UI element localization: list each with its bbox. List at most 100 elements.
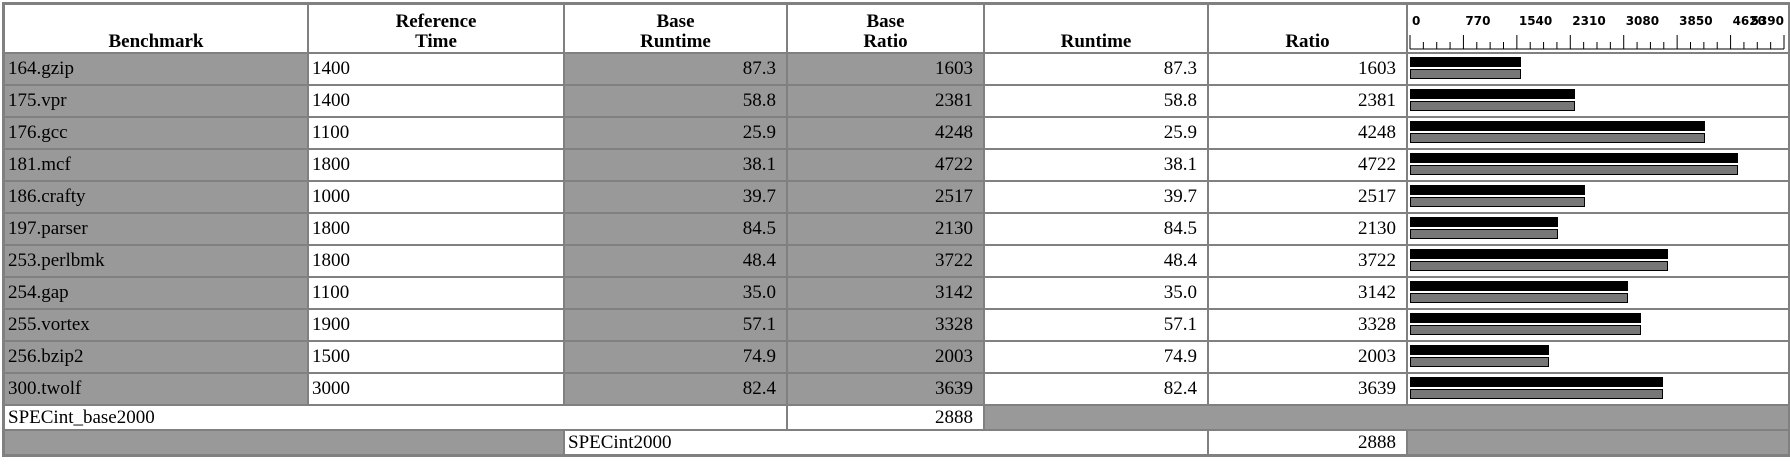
base-runtime: 57.1 [564,309,787,341]
ratio-bar-cell [1407,53,1789,85]
base-ratio-bar [1410,389,1663,399]
peak-ratio-bar [1410,217,1558,227]
header-base-ratio: Base Ratio [787,4,984,53]
peak-ratio-bar [1410,249,1668,259]
header-runtime: Runtime [984,4,1208,53]
summary-peak-value: 2888 [1208,430,1407,455]
header-benchmark: Benchmark [4,4,308,53]
header-row: Benchmark Reference Time Base Runtime Base… [4,4,1789,53]
scale-tick-label: 3850 [1679,14,1712,28]
ratio: 4248 [1208,117,1407,149]
ratio-bar-cell [1407,117,1789,149]
base-runtime: 38.1 [564,149,787,181]
ratio-bar-cell [1407,149,1789,181]
table-row: 164.gzip 1400 87.3 1603 87.3 1603 [4,53,1789,85]
base-ratio-bar [1410,293,1628,303]
ratio: 2517 [1208,181,1407,213]
base-ratio: 4722 [787,149,984,181]
table-row: 256.bzip2 1500 74.9 2003 74.9 2003 [4,341,1789,373]
runtime: 84.5 [984,213,1208,245]
ratio-bar-cell [1407,309,1789,341]
benchmark-name: 186.crafty [4,181,308,213]
base-runtime: 25.9 [564,117,787,149]
table-row: 181.mcf 1800 38.1 4722 38.1 4722 [4,149,1789,181]
reference-time: 1800 [308,213,564,245]
benchmark-name: 255.vortex [4,309,308,341]
base-ratio-bar [1410,69,1521,79]
scale-tick-label: 1540 [1519,14,1552,28]
ratio-scale-axis: 0 770 1540 2310 3080 3850 4620 5390 [1407,4,1789,53]
runtime: 87.3 [984,53,1208,85]
ratio: 2003 [1208,341,1407,373]
runtime: 74.9 [984,341,1208,373]
peak-ratio-bar [1410,281,1628,291]
base-ratio: 3722 [787,245,984,277]
ratio: 3722 [1208,245,1407,277]
summary-base-value: 2888 [787,405,984,430]
benchmark-name: 164.gzip [4,53,308,85]
table-row: 300.twolf 3000 82.4 3639 82.4 3639 [4,373,1789,405]
base-runtime: 48.4 [564,245,787,277]
peak-ratio-bar [1410,345,1549,355]
base-ratio: 3639 [787,373,984,405]
reference-time: 1400 [308,85,564,117]
scale-tick-label: 2310 [1572,14,1605,28]
benchmark-name: 254.gap [4,277,308,309]
benchmark-name: 181.mcf [4,149,308,181]
ratio: 3142 [1208,277,1407,309]
base-ratio: 2381 [787,85,984,117]
base-ratio-bar [1410,101,1575,111]
benchmark-name: 176.gcc [4,117,308,149]
summary-peak-gray-fill [4,430,564,455]
runtime: 39.7 [984,181,1208,213]
reference-time: 1800 [308,149,564,181]
base-ratio: 4248 [787,117,984,149]
ratio: 3639 [1208,373,1407,405]
runtime: 35.0 [984,277,1208,309]
reference-time: 1100 [308,117,564,149]
ratio-bar-cell [1407,85,1789,117]
table-row: 176.gcc 1100 25.9 4248 25.9 4248 [4,117,1789,149]
benchmark-name: 300.twolf [4,373,308,405]
scale-tick-label: 4620 [1733,14,1766,28]
table-row: 254.gap 1100 35.0 3142 35.0 3142 [4,277,1789,309]
base-ratio-bar [1410,165,1738,175]
reference-time: 1800 [308,245,564,277]
base-ratio: 2517 [787,181,984,213]
peak-ratio-bar [1410,377,1663,387]
base-ratio: 1603 [787,53,984,85]
summary-base-row: SPECint_base2000 2888 [4,405,1789,430]
reference-time: 1500 [308,341,564,373]
table-row: 197.parser 1800 84.5 2130 84.5 2130 [4,213,1789,245]
peak-ratio-bar [1410,153,1738,163]
ratio: 2381 [1208,85,1407,117]
table-row: 255.vortex 1900 57.1 3328 57.1 3328 [4,309,1789,341]
benchmark-name: 253.perlbmk [4,245,308,277]
runtime: 58.8 [984,85,1208,117]
summary-base-gray-fill [984,405,1789,430]
scale-tick-label: 5390 [1751,14,1784,28]
header-ratio: Ratio [1208,4,1407,53]
summary-peak-row: SPECint2000 2888 [4,430,1789,455]
table-row: 175.vpr 1400 58.8 2381 58.8 2381 [4,85,1789,117]
peak-ratio-bar [1410,313,1641,323]
benchmark-name: 197.parser [4,213,308,245]
benchmark-name: 256.bzip2 [4,341,308,373]
ratio: 1603 [1208,53,1407,85]
ratio-bar-cell [1407,373,1789,405]
ratio-bar-cell [1407,245,1789,277]
summary-base-label: SPECint_base2000 [4,405,787,430]
runtime: 48.4 [984,245,1208,277]
base-runtime: 87.3 [564,53,787,85]
ratio-bar-cell [1407,277,1789,309]
ratio: 2130 [1208,213,1407,245]
peak-ratio-bar [1410,185,1585,195]
base-ratio-bar [1410,197,1585,207]
scale-tick-label: 0 [1412,14,1420,28]
scale-tick-label: 770 [1465,14,1490,28]
benchmark-name: 175.vpr [4,85,308,117]
runtime: 57.1 [984,309,1208,341]
reference-time: 1400 [308,53,564,85]
peak-ratio-bar [1410,89,1575,99]
summary-peak-gray-end [1407,430,1789,455]
